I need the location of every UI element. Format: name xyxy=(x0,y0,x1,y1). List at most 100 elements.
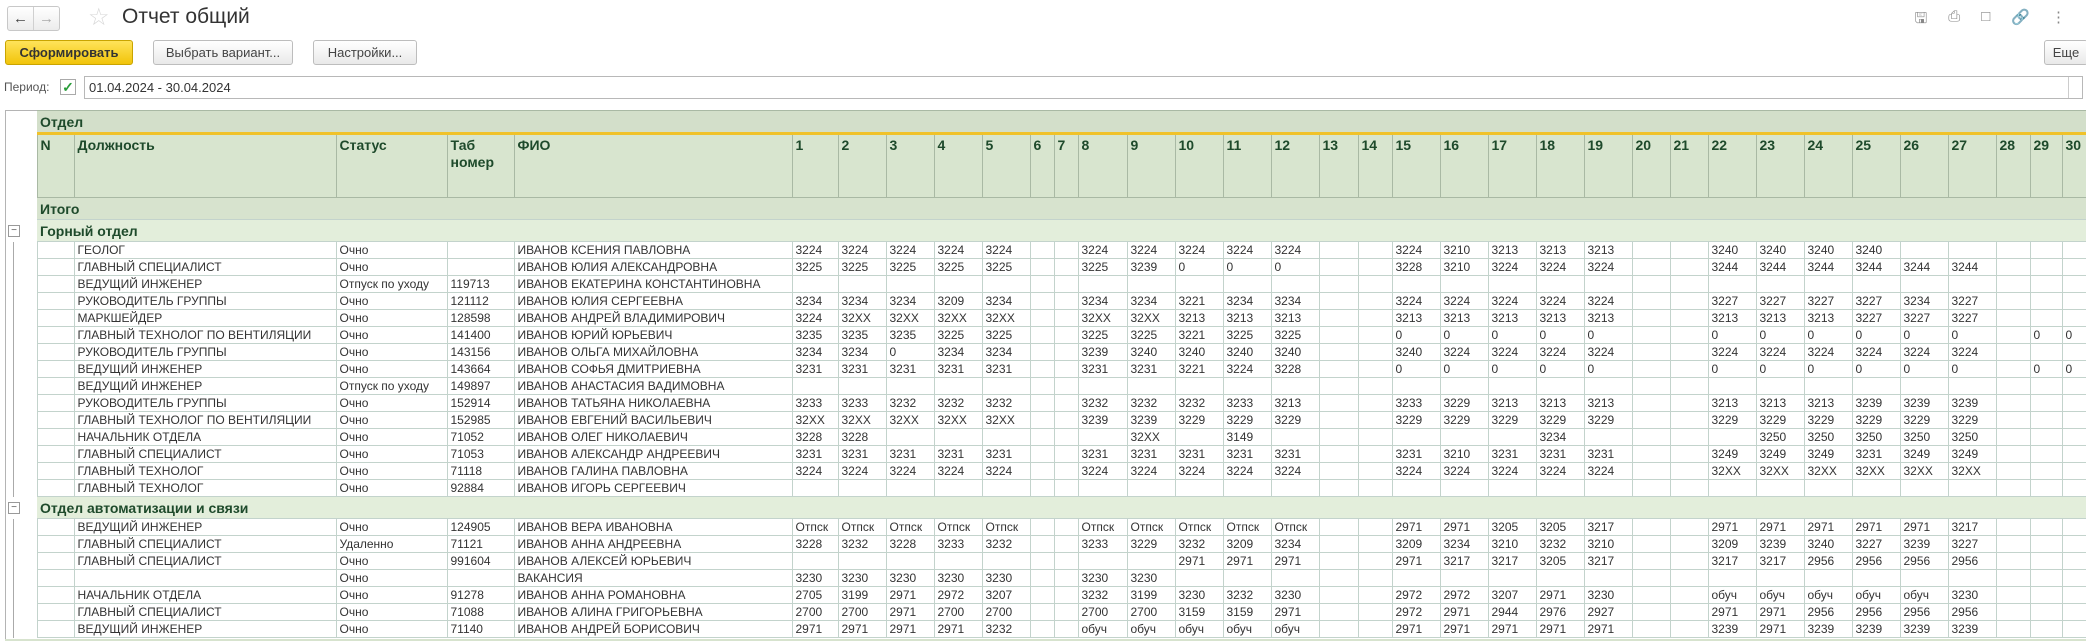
cell-day-11: 3159 xyxy=(1222,603,1272,621)
cell-day-19 xyxy=(1583,275,1633,293)
table-row[interactable]: Очно ВАКАНСИЯ 3230 3230 3230 3230 3230 3230 3230 xyxy=(0,569,2086,587)
period-input[interactable]: 01.04.2024 - 30.04.2024 xyxy=(84,76,2083,99)
column-header[interactable]: Должность xyxy=(73,132,337,198)
column-header[interactable]: 27 xyxy=(1947,132,1997,198)
cell-day-30 xyxy=(2061,462,2086,480)
favorite-star-icon[interactable]: ☆ xyxy=(88,4,110,31)
cell-day-7 xyxy=(1053,518,1079,536)
column-header[interactable]: 20 xyxy=(1631,132,1671,198)
column-header[interactable]: ФИО xyxy=(513,132,793,198)
print-icon[interactable]: ⎙ xyxy=(1948,8,1961,25)
cell-day-22 xyxy=(1707,479,1757,497)
cell-day-17: 2944 xyxy=(1487,603,1537,621)
preview-icon[interactable]: □ xyxy=(1981,8,1991,25)
column-header[interactable]: 7 xyxy=(1053,132,1079,198)
period-checkbox[interactable]: ✓ xyxy=(60,79,76,95)
table-row[interactable]: НАЧАЛЬНИК ОТДЕЛА Очно 91278 ИВАНОВ АННА РОМ… xyxy=(0,586,2086,604)
table-row[interactable]: ГЛАВНЫЙ ТЕХНОЛОГ Очно 71118 ИВАНОВ ГАЛИНА П… xyxy=(0,462,2086,480)
column-header[interactable]: 22 xyxy=(1707,132,1757,198)
table-row[interactable]: ГЛАВНЫЙ ТЕХНОЛОГ ПО ВЕНТИЛЯЦИИ Очно 152985… xyxy=(0,411,2086,429)
collapse-icon[interactable]: − xyxy=(8,501,20,514)
link-icon[interactable]: 🔗 xyxy=(2011,9,2030,26)
column-header[interactable]: 1 xyxy=(791,132,839,198)
table-row[interactable]: НАЧАЛЬНИК ОТДЕЛА Очно 71052 ИВАНОВ ОЛЕГ НИК… xyxy=(0,428,2086,446)
table-row[interactable]: ГЛАВНЫЙ СПЕЦИАЛИСТ Очно 71053 ИВАНОВ АЛЕКСА… xyxy=(0,445,2086,463)
cell-day-12: 3230 xyxy=(1270,586,1320,604)
section-title[interactable]: Отдел автоматизации и связи xyxy=(37,496,2086,519)
table-row[interactable]: ГЛАВНЫЙ ТЕХНОЛОГ Очно 92884 ИВАНОВ ИГОРЬ СЕ… xyxy=(0,479,2086,497)
column-header[interactable]: 17 xyxy=(1487,132,1537,198)
cell-day-30 xyxy=(2061,428,2086,446)
period-select-button[interactable] xyxy=(2068,77,2082,98)
table-row[interactable]: ГЕОЛОГ Очно ИВАНОВ КСЕНИЯ ПАВЛОВНА 3224 3224… xyxy=(0,241,2086,259)
column-header[interactable]: Таб номер xyxy=(446,132,515,198)
column-header[interactable]: 10 xyxy=(1174,132,1224,198)
section-title[interactable]: Горный отдел xyxy=(37,219,2086,242)
column-header[interactable]: 26 xyxy=(1899,132,1949,198)
generate-button[interactable]: Сформировать xyxy=(5,40,133,65)
cell-day-25: 3231 xyxy=(1851,445,1901,463)
column-header[interactable]: 6 xyxy=(1029,132,1055,198)
cell-tab-number xyxy=(446,569,515,587)
table-row[interactable]: ГЛАВНЫЙ СПЕЦИАЛИСТ Очно 71088 ИВАНОВ АЛИНА … xyxy=(0,603,2086,621)
table-row[interactable]: ВЕДУЩИЙ ИНЖЕНЕР Отпуск по уходу 149897 ИВАН… xyxy=(0,377,2086,395)
cell-day-18: 3213 xyxy=(1535,241,1585,259)
cell-day-1: Отпск xyxy=(791,518,839,536)
column-header[interactable]: 16 xyxy=(1439,132,1489,198)
table-row[interactable]: ВЕДУЩИЙ ИНЖЕНЕР Очно 71140 ИВАНОВ АНДРЕЙ БО… xyxy=(0,620,2086,638)
collapse-icon[interactable]: − xyxy=(8,224,20,237)
table-row[interactable]: ВЕДУЩИЙ ИНЖЕНЕР Очно 124905 ИВАНОВ ВЕРА ИВА… xyxy=(0,518,2086,536)
table-row[interactable]: ВЕДУЩИЙ ИНЖЕНЕР Очно 143664 ИВАНОВ СОФЬЯ ДМ… xyxy=(0,360,2086,378)
column-header[interactable]: 25 xyxy=(1851,132,1901,198)
column-header[interactable]: 21 xyxy=(1669,132,1709,198)
cell-day-8: 3231 xyxy=(1077,445,1128,463)
table-row[interactable]: РУКОВОДИТЕЛЬ ГРУППЫ Очно 152914 ИВАНОВ ТАТЬ… xyxy=(0,394,2086,412)
column-header[interactable]: 12 xyxy=(1270,132,1320,198)
forward-button[interactable]: → xyxy=(33,7,59,30)
save-icon[interactable]: 🖫 xyxy=(1914,10,1928,27)
table-row[interactable]: ГЛАВНЫЙ СПЕЦИАЛИСТ Очно ИВАНОВ ЮЛИЯ АЛЕКСА… xyxy=(0,258,2086,276)
cell-day-30 xyxy=(2061,411,2086,429)
cell-day-28 xyxy=(1995,428,2031,446)
settings-button[interactable]: Настройки... xyxy=(313,40,417,65)
column-header[interactable]: 18 xyxy=(1535,132,1585,198)
cell-day-2 xyxy=(837,552,887,570)
cell-day-22: 3249 xyxy=(1707,445,1757,463)
cell-day-12 xyxy=(1270,428,1320,446)
table-row[interactable]: ГЛАВНЫЙ ТЕХНОЛОГ ПО ВЕНТИЛЯЦИИ Очно 141400… xyxy=(0,326,2086,344)
cell-day-11: 3225 xyxy=(1222,326,1272,344)
column-header[interactable]: 3 xyxy=(885,132,935,198)
cell-day-9: 3229 xyxy=(1126,535,1176,553)
column-header[interactable]: 11 xyxy=(1222,132,1272,198)
cell-status: Очно xyxy=(335,620,448,638)
table-row[interactable]: ВЕДУЩИЙ ИНЖЕНЕР Отпуск по уходу 119713 ИВАН… xyxy=(0,275,2086,293)
more-button[interactable]: Еще xyxy=(2044,40,2086,65)
cell-day-1: 3228 xyxy=(791,428,839,446)
column-header[interactable]: 8 xyxy=(1077,132,1128,198)
choose-variant-button[interactable]: Выбрать вариант... xyxy=(153,40,293,65)
column-header[interactable]: 23 xyxy=(1755,132,1805,198)
table-row[interactable]: РУКОВОДИТЕЛЬ ГРУППЫ Очно 143156 ИВАНОВ ОЛЬГ… xyxy=(0,343,2086,361)
table-row[interactable]: МАРКШЕЙДЕР Очно 128598 ИВАНОВ АНДРЕЙ ВЛАДИМ… xyxy=(0,309,2086,327)
column-header[interactable]: 29 xyxy=(2029,132,2063,198)
column-header[interactable]: 24 xyxy=(1803,132,1853,198)
back-button[interactable]: ← xyxy=(13,10,28,27)
column-header[interactable]: 15 xyxy=(1391,132,1441,198)
column-header[interactable]: 5 xyxy=(981,132,1031,198)
table-row[interactable]: ГЛАВНЫЙ СПЕЦИАЛИСТ Очно 991604 ИВАНОВ АЛЕКС… xyxy=(0,552,2086,570)
column-header[interactable]: N xyxy=(36,132,75,198)
table-row[interactable]: РУКОВОДИТЕЛЬ ГРУППЫ Очно 121112 ИВАНОВ ЮЛИЯ… xyxy=(0,292,2086,310)
more-icon[interactable]: ⋮ xyxy=(2051,9,2066,26)
cell-day-6 xyxy=(1029,343,1055,361)
column-header[interactable]: 19 xyxy=(1583,132,1633,198)
column-header[interactable]: 4 xyxy=(933,132,983,198)
column-header[interactable]: 14 xyxy=(1357,132,1393,198)
cell-day-29 xyxy=(2029,552,2063,570)
column-header[interactable]: 9 xyxy=(1126,132,1176,198)
column-header[interactable]: Статус xyxy=(335,132,448,198)
column-header[interactable]: 28 xyxy=(1995,132,2031,198)
column-header[interactable]: 2 xyxy=(837,132,887,198)
column-header[interactable]: 13 xyxy=(1318,132,1359,198)
table-row[interactable]: ГЛАВНЫЙ СПЕЦИАЛИСТ Удаленно 71121 ИВАНОВ АН… xyxy=(0,535,2086,553)
column-header[interactable]: 30 xyxy=(2061,132,2086,198)
